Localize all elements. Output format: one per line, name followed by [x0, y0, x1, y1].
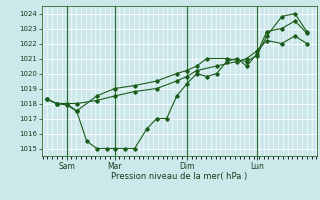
X-axis label: Pression niveau de la mer( hPa ): Pression niveau de la mer( hPa ) — [111, 172, 247, 181]
